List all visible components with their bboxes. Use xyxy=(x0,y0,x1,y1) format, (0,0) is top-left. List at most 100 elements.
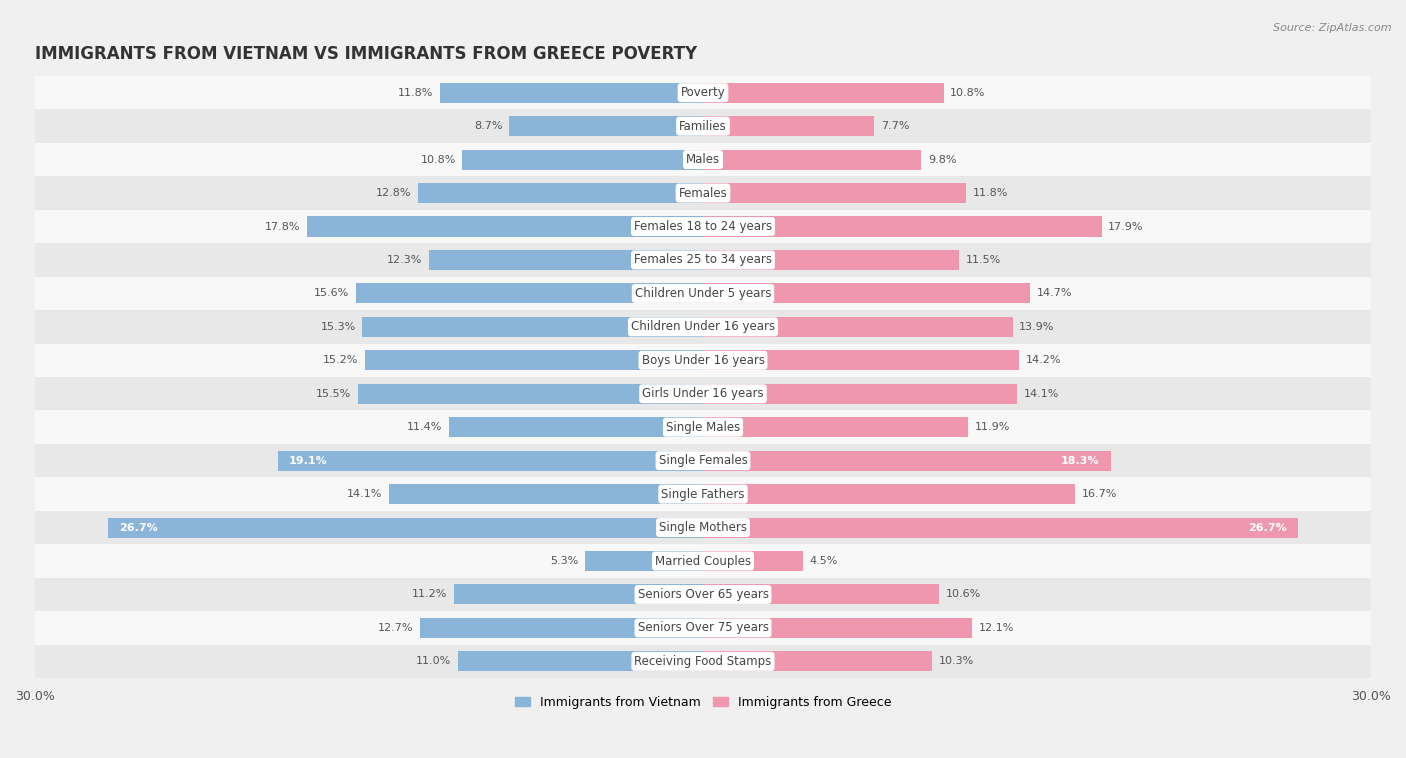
Bar xyxy=(703,217,1102,236)
Text: Single Mothers: Single Mothers xyxy=(659,521,747,534)
Text: Girls Under 16 years: Girls Under 16 years xyxy=(643,387,763,400)
Bar xyxy=(35,578,1371,611)
Text: Married Couples: Married Couples xyxy=(655,555,751,568)
Bar xyxy=(35,511,1371,544)
Bar xyxy=(454,584,703,604)
Bar xyxy=(703,384,1017,404)
Bar xyxy=(440,83,703,103)
Bar xyxy=(35,377,1371,411)
Bar xyxy=(429,250,703,270)
Text: 7.7%: 7.7% xyxy=(882,121,910,131)
Bar xyxy=(35,611,1371,644)
Bar xyxy=(35,143,1371,177)
Text: 5.3%: 5.3% xyxy=(550,556,578,566)
Text: Single Females: Single Females xyxy=(658,454,748,467)
Text: Females 18 to 24 years: Females 18 to 24 years xyxy=(634,220,772,233)
Bar xyxy=(703,116,875,136)
Text: 15.6%: 15.6% xyxy=(314,288,349,299)
Bar xyxy=(703,518,1298,537)
Text: 9.8%: 9.8% xyxy=(928,155,956,164)
Bar xyxy=(35,243,1371,277)
Bar xyxy=(703,250,959,270)
Text: 14.7%: 14.7% xyxy=(1038,288,1073,299)
Text: 14.2%: 14.2% xyxy=(1026,356,1062,365)
Bar xyxy=(35,343,1371,377)
Bar xyxy=(359,384,703,404)
Bar xyxy=(703,317,1012,337)
Bar xyxy=(307,217,703,236)
Text: 12.3%: 12.3% xyxy=(387,255,422,265)
Text: Females 25 to 34 years: Females 25 to 34 years xyxy=(634,253,772,267)
Bar xyxy=(703,618,973,638)
Text: 11.0%: 11.0% xyxy=(416,656,451,666)
Bar xyxy=(703,551,803,571)
Text: 10.8%: 10.8% xyxy=(420,155,456,164)
Text: 18.3%: 18.3% xyxy=(1062,456,1099,465)
Text: 19.1%: 19.1% xyxy=(288,456,328,465)
Bar xyxy=(35,177,1371,210)
Text: 15.3%: 15.3% xyxy=(321,322,356,332)
Bar xyxy=(108,518,703,537)
Bar xyxy=(703,417,967,437)
Text: 12.7%: 12.7% xyxy=(378,623,413,633)
Text: 11.2%: 11.2% xyxy=(412,590,447,600)
Text: 10.6%: 10.6% xyxy=(946,590,981,600)
Bar xyxy=(703,283,1031,303)
Text: Seniors Over 65 years: Seniors Over 65 years xyxy=(637,588,769,601)
Text: 10.8%: 10.8% xyxy=(950,88,986,98)
Bar xyxy=(703,350,1019,371)
Text: Poverty: Poverty xyxy=(681,86,725,99)
Bar xyxy=(35,444,1371,478)
Text: 14.1%: 14.1% xyxy=(347,489,382,499)
Text: 13.9%: 13.9% xyxy=(1019,322,1054,332)
Text: 15.2%: 15.2% xyxy=(322,356,359,365)
Bar xyxy=(418,183,703,203)
Bar xyxy=(463,149,703,170)
Text: 12.8%: 12.8% xyxy=(375,188,412,198)
Text: 11.4%: 11.4% xyxy=(408,422,443,432)
Bar xyxy=(703,584,939,604)
Text: 17.9%: 17.9% xyxy=(1108,221,1144,231)
Text: 11.5%: 11.5% xyxy=(966,255,1001,265)
Bar xyxy=(389,484,703,504)
Bar xyxy=(35,109,1371,143)
Bar xyxy=(703,149,921,170)
Bar xyxy=(356,283,703,303)
Bar xyxy=(703,450,1111,471)
Text: Single Fathers: Single Fathers xyxy=(661,487,745,500)
Bar xyxy=(703,183,966,203)
Bar xyxy=(35,544,1371,578)
Text: 14.1%: 14.1% xyxy=(1024,389,1059,399)
Bar xyxy=(449,417,703,437)
Bar xyxy=(364,350,703,371)
Bar xyxy=(35,644,1371,678)
Text: 15.5%: 15.5% xyxy=(316,389,352,399)
Bar xyxy=(363,317,703,337)
Text: 26.7%: 26.7% xyxy=(120,522,159,533)
Text: 16.7%: 16.7% xyxy=(1081,489,1116,499)
Bar xyxy=(509,116,703,136)
Text: Children Under 16 years: Children Under 16 years xyxy=(631,321,775,334)
Text: 11.9%: 11.9% xyxy=(974,422,1010,432)
Bar xyxy=(585,551,703,571)
Text: Children Under 5 years: Children Under 5 years xyxy=(634,287,772,300)
Text: 11.8%: 11.8% xyxy=(398,88,433,98)
Text: 8.7%: 8.7% xyxy=(474,121,502,131)
Text: Receiving Food Stamps: Receiving Food Stamps xyxy=(634,655,772,668)
Text: 17.8%: 17.8% xyxy=(264,221,299,231)
Text: Source: ZipAtlas.com: Source: ZipAtlas.com xyxy=(1274,23,1392,33)
Bar xyxy=(458,651,703,672)
Bar xyxy=(703,83,943,103)
Bar xyxy=(35,76,1371,109)
Text: 4.5%: 4.5% xyxy=(810,556,838,566)
Bar xyxy=(35,277,1371,310)
Bar xyxy=(35,478,1371,511)
Text: IMMIGRANTS FROM VIETNAM VS IMMIGRANTS FROM GREECE POVERTY: IMMIGRANTS FROM VIETNAM VS IMMIGRANTS FR… xyxy=(35,45,697,64)
Bar xyxy=(703,484,1076,504)
Text: Families: Families xyxy=(679,120,727,133)
Bar xyxy=(277,450,703,471)
Text: 10.3%: 10.3% xyxy=(939,656,974,666)
Text: Boys Under 16 years: Boys Under 16 years xyxy=(641,354,765,367)
Text: Single Males: Single Males xyxy=(666,421,740,434)
Text: 11.8%: 11.8% xyxy=(973,188,1008,198)
